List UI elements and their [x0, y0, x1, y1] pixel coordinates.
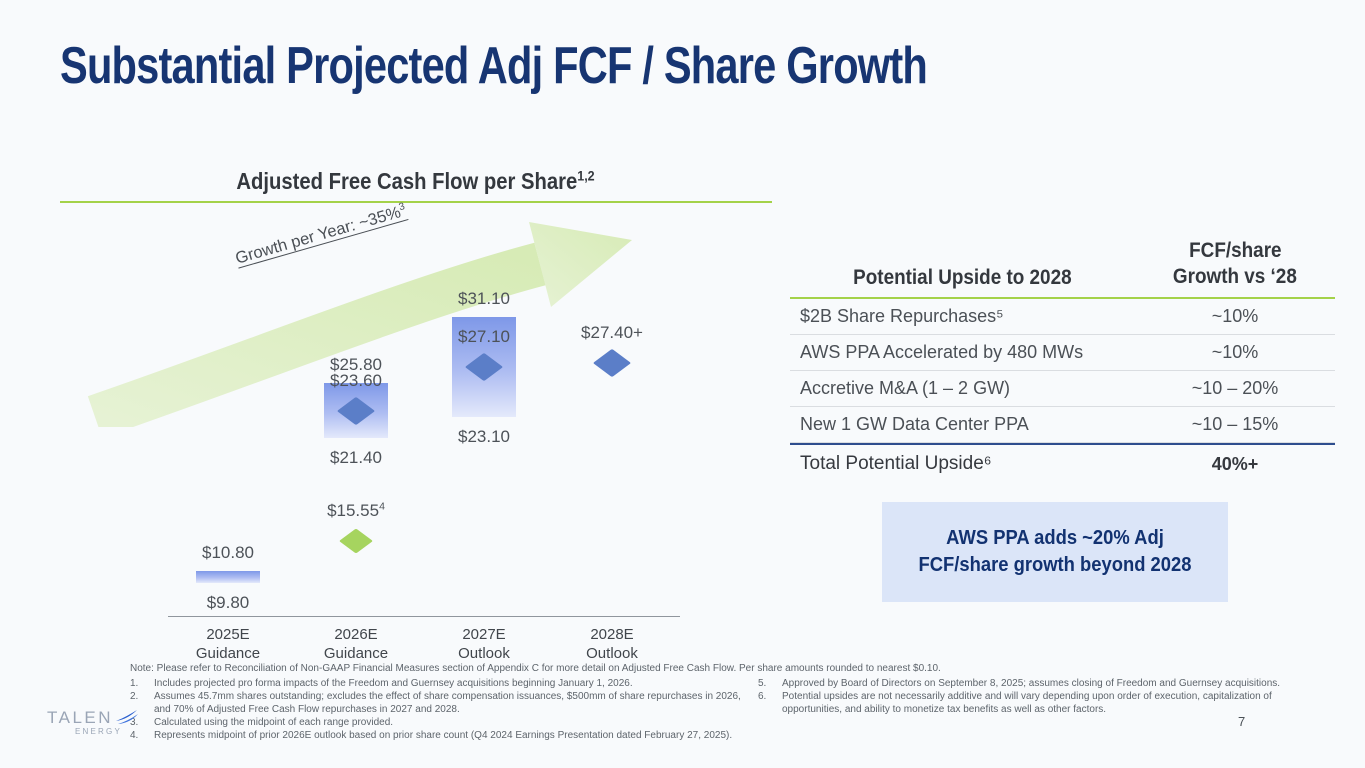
chart-title-text: Adjusted Free Cash Flow per Share [236, 168, 578, 194]
logo-energy-text: ENERGY [75, 727, 122, 736]
footnotes-left-column: 1. Includes projected pro forma impacts o… [130, 677, 752, 742]
aws-ppa-callout-text: AWS PPA adds ~20% Adj FCF/share growth b… [918, 527, 1192, 576]
bar-low-label: $9.80 [206, 593, 250, 613]
chart-plot-area: $10.80 $9.80 2025E Guidance $25.80 $21.40 $23.… [195, 289, 643, 662]
table-row: New 1 GW Data Center PPA ~10 – 15% [790, 407, 1335, 443]
table-header-upside: Potential Upside to 2028 [853, 266, 1072, 289]
table-total-divider [790, 443, 1335, 445]
page-number: 7 [1238, 714, 1246, 729]
footnote: 6. Potential upsides are not necessarily … [758, 691, 1272, 715]
chart-title: Adjusted Free Cash Flow per Share1,2 [60, 168, 772, 195]
footnote: 4. Represents midpoint of prior 2026E out… [130, 730, 733, 741]
table-header-row: Potential Upside to 2028 FCF/share Growt… [790, 238, 1335, 297]
chart-title-underline [60, 201, 772, 203]
marker-value-label: $27.10 [458, 327, 510, 346]
footnote: 1. Includes projected pro forma impacts o… [130, 678, 633, 689]
logo-talen-text: TALEN [47, 708, 114, 727]
bar-high-label: $25.80 [330, 355, 382, 375]
bar-low-label: $23.10 [458, 427, 510, 446]
upside-table: Potential Upside to 2028 FCF/share Growt… [790, 238, 1335, 483]
footnotes-right-column: 5. Approved by Board of Directors on Sept… [758, 677, 1303, 716]
talen-energy-logo: TALEN ENERGY [47, 708, 139, 736]
bar-high-label: $31.10 [458, 289, 510, 308]
growth-arrow-icon [87, 222, 632, 427]
table-total-row: Total Potential Upside⁶ 40%+ [800, 453, 1259, 474]
table-header-growth: FCF/share Growth vs ‘28 [1173, 239, 1297, 288]
x-axis-category: 2025E Guidance [195, 626, 261, 662]
marker-value-label: $27.40+ [581, 323, 643, 343]
table-header-underline [790, 297, 1335, 299]
bar-low-label: $21.40 [330, 448, 382, 468]
chart-title-footnote-ref: 1,2 [577, 168, 596, 185]
footnote: 5. Approved by Board of Directors on Sept… [758, 678, 1281, 689]
x-axis-category: 2028E Outlook [586, 626, 638, 662]
diamond-green-marker [339, 528, 373, 554]
page-title: Substantial Projected Adj FCF / Share Gr… [60, 37, 928, 95]
footnote: 3. Calculated using the midpoint of each … [130, 717, 394, 728]
marker-value-label: $23.60 [330, 370, 382, 390]
footnote: 2. Assumes 45.7mm shares outstanding; exc… [130, 691, 741, 715]
table-row: AWS PPA Accelerated by 480 MWs ~10% [790, 335, 1335, 371]
aws-ppa-callout: AWS PPA adds ~20% Adj FCF/share growth b… [882, 502, 1228, 602]
marker-value-label: $15.554 [327, 500, 385, 521]
fcf-range-bar [196, 570, 260, 584]
diamond-blue-marker [592, 349, 632, 378]
x-axis-line [168, 616, 680, 617]
table-row: Accretive M&A (1 – 2 GW) ~10 – 20% [790, 371, 1335, 407]
logo-swoosh-icon [116, 710, 139, 724]
x-axis-category: 2027E Outlook [458, 626, 510, 662]
bar-high-label: $10.80 [202, 542, 254, 562]
table-row: $2B Share Repurchases⁵ ~10% [790, 299, 1335, 335]
x-axis-category: 2026E Guidance [323, 626, 389, 662]
footnote-note: Note: Please refer to Reconciliation of … [130, 663, 941, 674]
